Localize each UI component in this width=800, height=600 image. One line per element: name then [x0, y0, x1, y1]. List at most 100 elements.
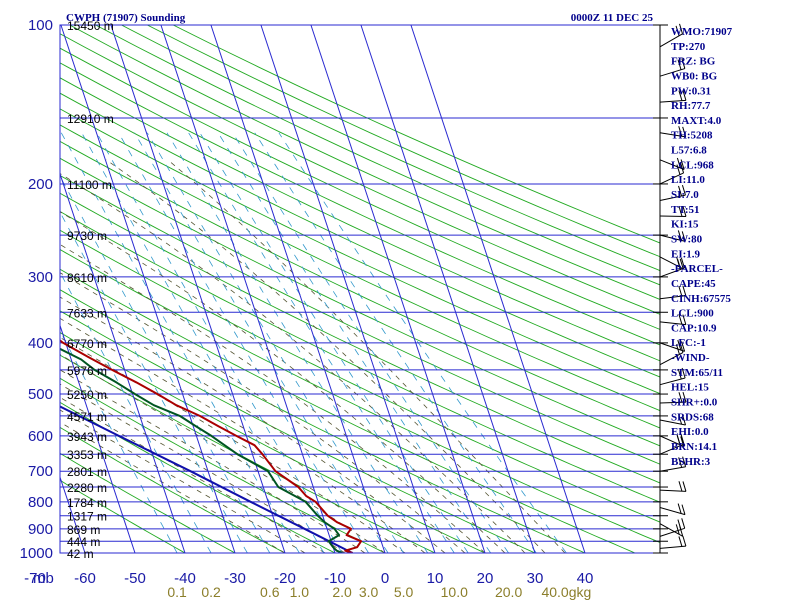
- moist-adiabat: [60, 336, 406, 553]
- height-labels: 15450 m 12910 m 11100 m 9730 m 8610 m 7633 m 6…: [67, 19, 114, 561]
- wind-barb-flag: [678, 314, 683, 325]
- wind-barbs: [653, 23, 687, 554]
- wind-barb-flag: [681, 58, 686, 69]
- plot-area: [60, 25, 660, 553]
- mixing-ratio-tick-label: 0.2: [201, 584, 221, 600]
- temperature-tick-label: -60: [74, 570, 96, 587]
- moist-adiabat: [60, 243, 486, 553]
- pressure-tick-label: 400: [28, 335, 53, 352]
- wind-barb-flag: [675, 524, 680, 535]
- index-item: PW:0.31: [671, 85, 711, 97]
- chart-title: CWPH (71907) Sounding: [66, 12, 186, 24]
- height-label: 1317 m: [67, 510, 107, 524]
- wind-barb-flag: [682, 391, 687, 403]
- dewpoint-trace-group: [60, 347, 343, 553]
- index-item: BRN:14.1: [671, 441, 717, 453]
- isotherms: [60, 25, 586, 553]
- index-item: CAP:10.9: [671, 322, 717, 334]
- wind-barb-flag: [676, 164, 681, 175]
- isotherm-0: [210, 25, 386, 553]
- index-item: SI:7.0: [671, 189, 699, 201]
- wind-barb-flag: [677, 519, 682, 530]
- mixing-ratio-line: [60, 211, 248, 553]
- index-item: STM:65/11: [671, 367, 723, 379]
- pressure-tick-label: 800: [28, 494, 53, 511]
- wind-barb: [659, 172, 684, 185]
- temperature-tick-label: 30: [527, 570, 544, 587]
- pressure-tick-label: 700: [28, 463, 53, 480]
- isotherm--10: [160, 25, 336, 553]
- moist-adiabat: [60, 369, 366, 553]
- temperature-tick-label: -20: [274, 570, 296, 587]
- wind-barb-flag: [678, 206, 683, 217]
- index-item: MAXT:4.0: [671, 115, 722, 127]
- mixing-ratio-line: [60, 132, 300, 553]
- index-item: BSHR:3: [671, 456, 711, 468]
- indices-panel: WMO:71907 TP:270 FRZ: BG WB0: BG PW:0.31 RH:7…: [671, 26, 733, 468]
- height-label: 2801 m: [67, 465, 107, 479]
- wind-barb-flag: [682, 126, 687, 137]
- index-item: TP:270: [671, 41, 706, 53]
- wind-barb-flag: [678, 536, 683, 547]
- mixing-ratio-tick-label: 2.0: [332, 584, 352, 600]
- mixing-ratio-tick-label: 1.0: [290, 584, 310, 600]
- height-label: 3943 m: [67, 430, 107, 444]
- wind-barb-flag: [682, 206, 687, 217]
- wind-barb-flag: [677, 59, 682, 70]
- height-label: 42 m: [67, 547, 94, 561]
- wind-barb-flag: [681, 518, 686, 529]
- height-label: 11100 m: [67, 178, 112, 192]
- moist-adiabat: [60, 383, 346, 553]
- temperature-tick-label: -40: [174, 570, 196, 587]
- wind-barb: [659, 527, 685, 537]
- mixing-ratio-line: [60, 330, 178, 553]
- wind-barb-flag: [678, 457, 683, 468]
- pressure-tick-label: 300: [28, 269, 53, 286]
- temperature-tick-label: 0: [381, 570, 389, 587]
- mixing-ratio-axis: 0.1 0.2 0.6 1.0 2.0 3.0 5.0 10.0 20.0 40.0gkg: [167, 584, 591, 600]
- wind-barb-flag: [681, 341, 686, 352]
- temperature-trace: [60, 339, 363, 553]
- height-label: 3353 m: [67, 448, 107, 462]
- wind-barb-flag: [675, 344, 680, 355]
- wind-barb-flag: [678, 126, 683, 137]
- isotherm-20: [310, 25, 486, 553]
- wind-barb-flag: [682, 456, 687, 467]
- index-item: WMO:71907: [671, 26, 733, 38]
- height-label: 444 m: [67, 535, 100, 549]
- pressure-axis: 100 200 300 400 500 600 700 800 900 1000: [20, 17, 53, 562]
- wind-barb-flag: [679, 342, 684, 353]
- index-item: SW:80: [671, 233, 703, 245]
- wind-barb-flag: [678, 90, 683, 101]
- parcel-trace-group: [60, 405, 353, 553]
- index-item: KI:15: [671, 219, 699, 231]
- wind-barb-flag: [678, 185, 682, 197]
- wind-barb-flag: [682, 314, 687, 325]
- wind-barb-flag: [680, 159, 685, 170]
- isotherm--30: [60, 25, 236, 553]
- temperature-trace-group: [60, 339, 363, 553]
- parcel-trace: [60, 405, 353, 553]
- wind-barb-flag: [680, 162, 685, 174]
- index-item: LI:11.0: [671, 174, 705, 186]
- wind-barb-flag: [681, 231, 686, 242]
- height-label: 5976 m: [67, 364, 107, 378]
- pressure-tick-label: 100: [28, 17, 53, 34]
- height-label: 2280 m: [67, 481, 107, 495]
- pressure-tick-label: 600: [28, 428, 53, 445]
- wind-barb-flag: [675, 25, 680, 36]
- index-item: CAPE:45: [671, 278, 716, 290]
- moist-adiabat: [60, 317, 426, 553]
- isotherm-30: [360, 25, 536, 553]
- wind-barb-flag: [677, 368, 682, 380]
- height-label: 15450 m: [67, 19, 114, 33]
- mixing-ratio-line: [232, 132, 509, 553]
- index-item: L57:6.8: [671, 145, 707, 157]
- index-item: -WIND-: [671, 352, 710, 364]
- height-label: 1784 m: [67, 496, 107, 510]
- index-item: CINH:67575: [671, 293, 731, 305]
- index-item: WB0: BG: [671, 70, 718, 82]
- wind-barb-flag: [678, 414, 683, 425]
- index-item: EI:1.9: [671, 248, 701, 260]
